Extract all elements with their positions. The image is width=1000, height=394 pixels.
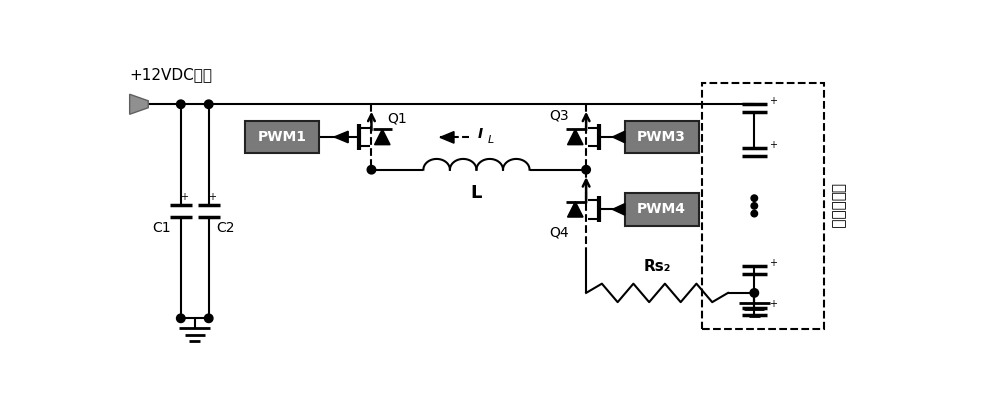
Circle shape (204, 100, 213, 108)
Circle shape (751, 203, 758, 209)
FancyBboxPatch shape (625, 193, 698, 225)
Circle shape (751, 195, 758, 201)
Text: +: + (769, 96, 777, 106)
Polygon shape (612, 204, 625, 215)
Circle shape (582, 165, 590, 174)
Circle shape (750, 289, 759, 297)
Text: +: + (769, 299, 777, 309)
Text: PWM3: PWM3 (637, 130, 686, 144)
Text: PWM4: PWM4 (637, 203, 686, 216)
Polygon shape (568, 129, 583, 145)
Circle shape (177, 100, 185, 108)
Text: Q1: Q1 (387, 111, 407, 125)
Text: 超级电容组: 超级电容组 (830, 183, 846, 229)
FancyBboxPatch shape (245, 121, 319, 153)
Text: L: L (471, 184, 482, 202)
Text: +: + (180, 192, 188, 203)
Text: Q3: Q3 (549, 108, 569, 123)
Polygon shape (334, 131, 348, 143)
Circle shape (751, 210, 758, 217)
Polygon shape (568, 202, 583, 217)
Polygon shape (375, 129, 390, 145)
Text: PWM1: PWM1 (257, 130, 306, 144)
Text: +: + (208, 192, 216, 203)
Text: +: + (769, 258, 777, 268)
Polygon shape (130, 94, 148, 114)
Text: Rs₂: Rs₂ (643, 259, 671, 275)
Circle shape (177, 314, 185, 323)
Text: I: I (478, 127, 483, 141)
Polygon shape (440, 132, 454, 143)
Circle shape (367, 165, 376, 174)
FancyBboxPatch shape (625, 121, 698, 153)
Text: +: + (769, 140, 777, 150)
Text: +12VDC电源: +12VDC电源 (130, 67, 213, 82)
Text: C1: C1 (152, 221, 171, 235)
Text: Q4: Q4 (549, 225, 569, 240)
Circle shape (204, 314, 213, 323)
Text: C2: C2 (216, 221, 235, 235)
Text: L: L (488, 136, 494, 145)
Polygon shape (612, 131, 625, 143)
